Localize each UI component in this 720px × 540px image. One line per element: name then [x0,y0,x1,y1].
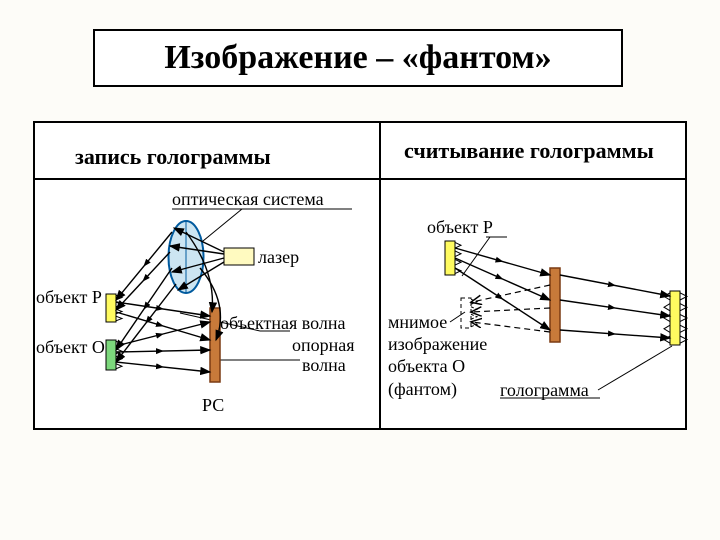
diagram-svg [0,0,720,540]
slide: Изображение – «фантом» запись голограммы… [0,0,720,540]
